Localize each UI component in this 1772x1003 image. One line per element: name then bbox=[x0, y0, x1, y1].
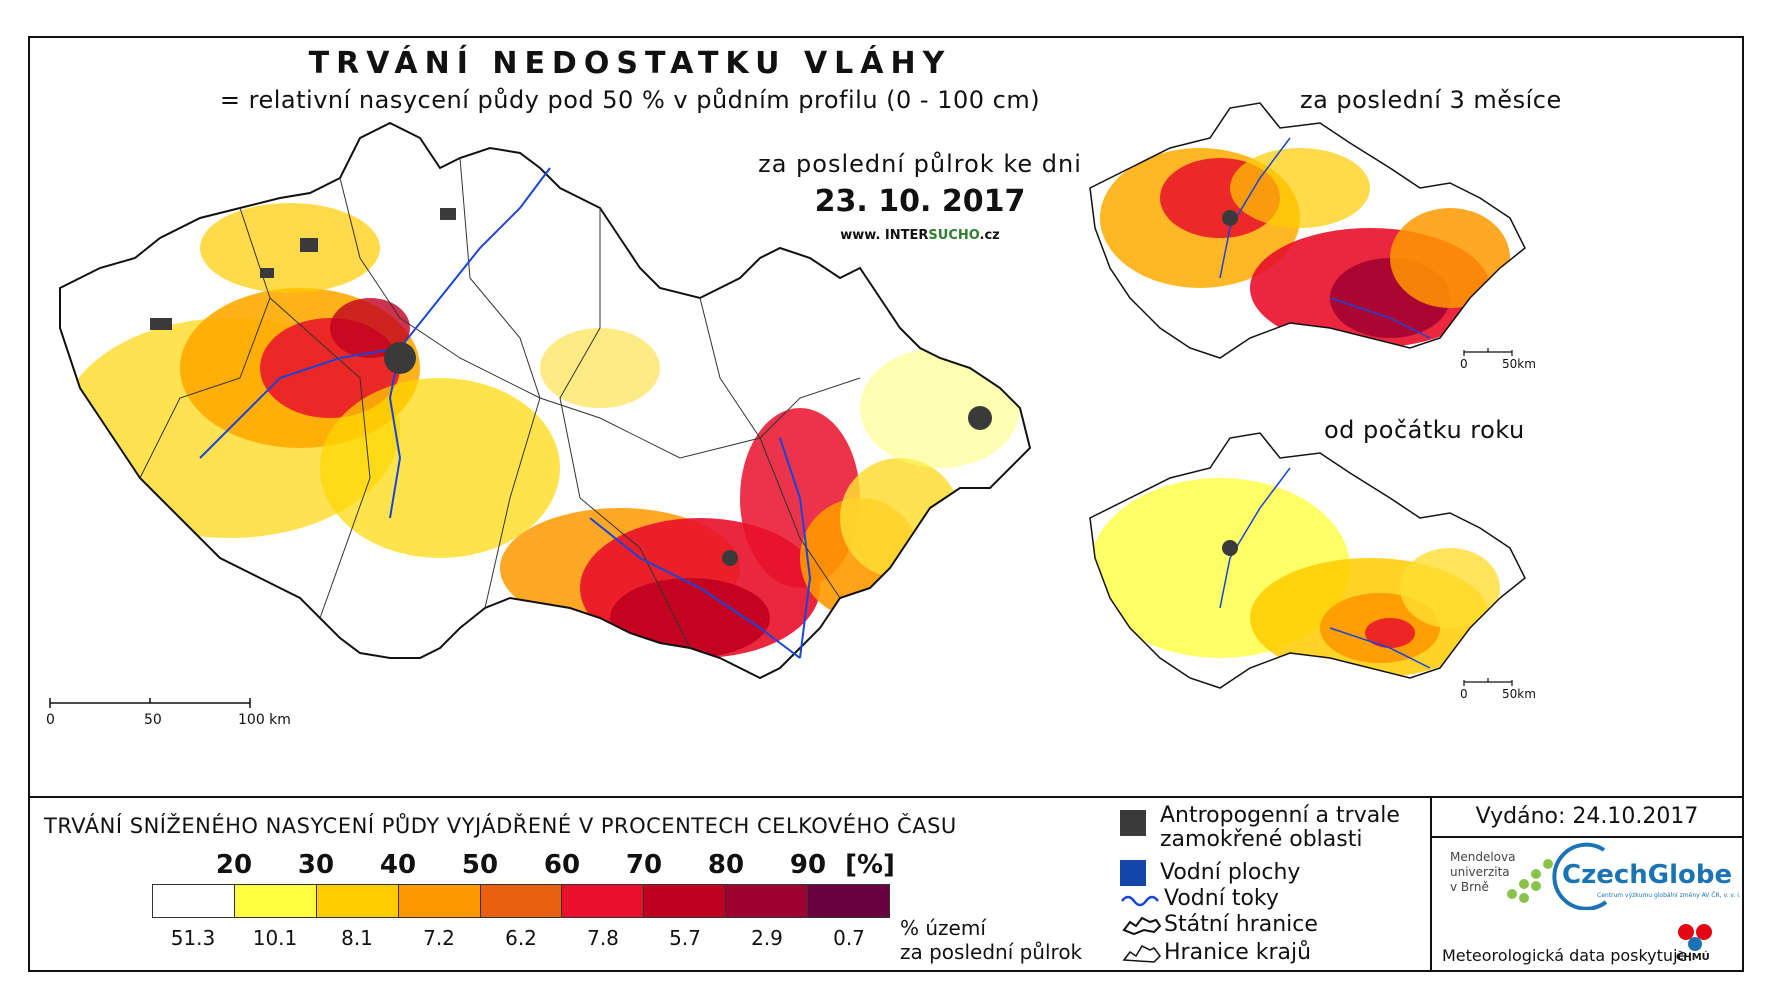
issued-date: Vydáno: 24.10.2017 bbox=[1432, 798, 1742, 838]
symbol-region-border-label: Hranice krajů bbox=[1164, 940, 1312, 965]
legend-thresholds: 20 30 40 50 60 70 80 90 [%] bbox=[30, 850, 930, 880]
logos-panel: Mendelova univerzita v Brně CzechGlobe C… bbox=[1432, 838, 1742, 972]
legend-area-percentages: 51.3 10.1 8.1 7.2 6.2 7.8 5.7 2.9 0.7 bbox=[152, 926, 890, 950]
symbol-state-border-label: Státní hranice bbox=[1164, 912, 1318, 937]
legend-swatch-7 bbox=[726, 885, 809, 917]
legend-pct-note-line2: za poslední půlrok bbox=[900, 940, 1083, 964]
legend-threshold-60: 60 bbox=[543, 850, 581, 880]
legend-pct-note: % území za poslední půlrok bbox=[900, 916, 1082, 964]
legend-threshold-50: 50 bbox=[461, 850, 499, 880]
czechglobe-subtitle: Centrum výzkumu globální změny AV ČR, v.… bbox=[1597, 892, 1741, 899]
symbol-anthro-line2: zamokřené oblasti bbox=[1160, 827, 1363, 852]
main-date: 23. 10. 2017 bbox=[814, 184, 1026, 219]
inset-top-scale-50: 50km bbox=[1502, 357, 1536, 368]
page-title: TRVÁNÍ NEDOSTATKU VLÁHY bbox=[308, 46, 952, 81]
meteo-credit: Meteorologická data poskytuje: bbox=[1442, 946, 1693, 965]
state-border-icon bbox=[1122, 916, 1162, 936]
chmu-logo: ČHMÚ bbox=[1676, 922, 1716, 963]
inset-bottom-scale-50: 50km bbox=[1502, 687, 1536, 698]
chmu-label: ČHMÚ bbox=[1676, 952, 1710, 963]
legend-pct-2: 8.1 bbox=[341, 926, 373, 950]
river-line-icon bbox=[1121, 895, 1159, 907]
legend-swatch-5 bbox=[562, 885, 645, 917]
chmu-drops-icon bbox=[1678, 924, 1712, 951]
legend-pct-note-line1: % území bbox=[900, 916, 986, 940]
inset-top-scale-0: 0 bbox=[1460, 357, 1468, 368]
website-prefix: www. INTER bbox=[840, 228, 929, 243]
legend-threshold-30: 30 bbox=[297, 850, 335, 880]
legend-pct-0: 51.3 bbox=[170, 926, 216, 950]
legend-pct-4: 6.2 bbox=[505, 926, 537, 950]
legend-title: TRVÁNÍ SNÍŽENÉHO NASYCENÍ PŮDY VYJÁDŘENÉ… bbox=[44, 814, 957, 838]
main-scale-50: 50 bbox=[144, 712, 162, 728]
main-period-label: za poslední půlrok ke dni bbox=[758, 150, 1082, 178]
legend-pct-1: 10.1 bbox=[252, 926, 298, 950]
symbol-anthro-line1: Antropogenní a trvale bbox=[1160, 803, 1400, 828]
inset-bottom-scale-0: 0 bbox=[1460, 687, 1468, 698]
website-link[interactable]: www. INTERSUCHO.cz bbox=[810, 228, 1030, 243]
main-scale-0: 0 bbox=[46, 712, 55, 728]
mendel-dots-icon bbox=[1507, 859, 1553, 903]
symbol-anthro: Antropogenní a trvale zamokřené oblasti bbox=[1120, 804, 1400, 854]
legend-threshold-80: 80 bbox=[707, 850, 745, 880]
legend-swatch-8 bbox=[808, 885, 890, 917]
website-suffix: .cz bbox=[979, 228, 1000, 243]
czechglobe-logo: CzechGlobe bbox=[1562, 860, 1733, 890]
region-border-icon bbox=[1122, 945, 1161, 963]
mendel-line2: univerzita bbox=[1450, 865, 1510, 879]
page-subtitle: = relativní nasycení půdy pod 50 % v půd… bbox=[219, 86, 1041, 114]
legend-pct-8: 0.7 bbox=[833, 926, 865, 950]
inset-bottom-label: od počátku roku bbox=[1324, 416, 1525, 444]
legend-swatch-0 bbox=[153, 885, 235, 917]
legend-pct-7: 2.9 bbox=[751, 926, 783, 950]
inset-top-label: za poslední 3 měsíce bbox=[1300, 86, 1562, 114]
legend-swatch-2 bbox=[316, 885, 399, 917]
legend-swatch-6 bbox=[644, 885, 727, 917]
legend-pct-6: 5.7 bbox=[669, 926, 701, 950]
legend-pct-5: 7.8 bbox=[587, 926, 619, 950]
main-scale-100: 100 km bbox=[238, 712, 291, 728]
symbol-legend: Antropogenní a trvale zamokřené oblasti … bbox=[1120, 798, 1420, 972]
legend-swatch-3 bbox=[398, 885, 481, 917]
legend-threshold-20: 20 bbox=[215, 850, 253, 880]
symbol-water-label: Vodní plochy bbox=[1160, 860, 1301, 885]
legend-threshold-40: 40 bbox=[379, 850, 417, 880]
mendel-line1: Mendelova bbox=[1450, 850, 1516, 864]
legend-threshold-70: 70 bbox=[625, 850, 663, 880]
legend-color-bar bbox=[152, 884, 890, 918]
legend-swatch-1 bbox=[234, 885, 317, 917]
legend-swatch-4 bbox=[480, 885, 563, 917]
symbol-rivers-label: Vodní toky bbox=[1164, 886, 1279, 911]
mendel-line3: v Brně bbox=[1450, 880, 1489, 894]
website-highlight: SUCHO bbox=[928, 228, 980, 243]
symbol-region-border: Hranice krajů bbox=[1120, 940, 1311, 966]
main-map: 0 50 100 km bbox=[46, 121, 1032, 728]
map-sheet: TRVÁNÍ NEDOSTATKU VLÁHY = relativní nasy… bbox=[28, 36, 1744, 972]
symbol-water: Vodní plochy bbox=[1120, 860, 1300, 886]
inset-top-map: 0 50km bbox=[1089, 102, 1536, 368]
legend-pct-3: 7.2 bbox=[423, 926, 455, 950]
anthro-area-swatch bbox=[1120, 810, 1146, 836]
water-body-swatch bbox=[1120, 860, 1146, 886]
legend-threshold-90: 90 bbox=[789, 850, 827, 880]
symbol-rivers: Vodní toky bbox=[1120, 886, 1279, 912]
legend-divider bbox=[1430, 798, 1432, 972]
inset-bottom-map: 0 50km bbox=[1089, 432, 1536, 698]
symbol-state-border: Státní hranice bbox=[1120, 912, 1318, 938]
legend-unit: [%] bbox=[845, 850, 895, 880]
mendel-logo: Mendelova univerzita v Brně bbox=[1450, 850, 1553, 903]
legend-panel: TRVÁNÍ SNÍŽENÉHO NASYCENÍ PŮDY VYJÁDŘENÉ… bbox=[30, 796, 1742, 972]
czechglobe-arc-icon bbox=[1552, 842, 1608, 910]
